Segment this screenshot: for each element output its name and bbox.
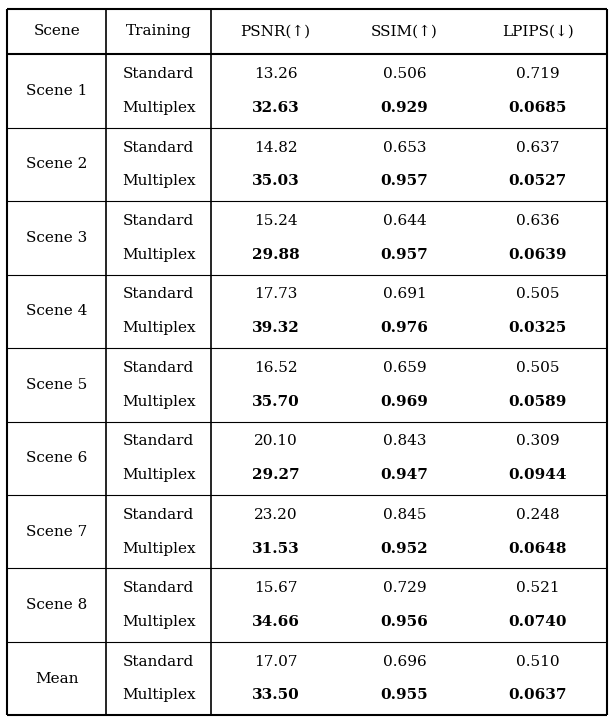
- Text: Standard: Standard: [123, 67, 194, 81]
- Text: 0.955: 0.955: [381, 689, 428, 702]
- Text: 0.510: 0.510: [516, 654, 559, 669]
- Text: Standard: Standard: [123, 581, 194, 595]
- Text: 0.696: 0.696: [383, 654, 426, 669]
- Text: 0.637: 0.637: [516, 140, 559, 155]
- Text: 39.32: 39.32: [252, 321, 300, 335]
- Text: 35.70: 35.70: [252, 395, 300, 409]
- Text: 0.0648: 0.0648: [508, 542, 567, 555]
- Text: 0.969: 0.969: [381, 395, 429, 409]
- Text: 29.27: 29.27: [252, 468, 300, 482]
- Text: 33.50: 33.50: [252, 689, 300, 702]
- Text: 29.88: 29.88: [252, 248, 300, 262]
- Text: 0.644: 0.644: [383, 214, 426, 228]
- Text: 0.0639: 0.0639: [508, 248, 567, 262]
- Text: 0.0637: 0.0637: [508, 689, 567, 702]
- Text: 0.309: 0.309: [516, 434, 559, 448]
- Text: Scene 3: Scene 3: [26, 231, 87, 245]
- Text: LPIPS(↓): LPIPS(↓): [502, 25, 573, 38]
- Text: Scene 2: Scene 2: [26, 157, 87, 172]
- Text: 0.729: 0.729: [383, 581, 426, 595]
- Text: 0.0325: 0.0325: [508, 321, 567, 335]
- Text: 0.659: 0.659: [383, 361, 426, 375]
- Text: Standard: Standard: [123, 287, 194, 301]
- Text: Standard: Standard: [123, 654, 194, 669]
- Text: 14.82: 14.82: [254, 140, 297, 155]
- Text: 20.10: 20.10: [254, 434, 297, 448]
- Text: 0.956: 0.956: [381, 615, 428, 629]
- Text: 0.947: 0.947: [381, 468, 429, 482]
- Text: 0.0589: 0.0589: [508, 395, 567, 409]
- Text: 13.26: 13.26: [254, 67, 297, 81]
- Text: 0.957: 0.957: [381, 174, 428, 188]
- Text: 0.845: 0.845: [383, 508, 426, 522]
- Text: Scene 5: Scene 5: [26, 378, 87, 392]
- Text: 15.24: 15.24: [254, 214, 297, 228]
- Text: Mean: Mean: [35, 672, 79, 686]
- Text: 0.0740: 0.0740: [508, 615, 567, 629]
- Text: 0.976: 0.976: [381, 321, 429, 335]
- Text: 17.73: 17.73: [254, 287, 297, 301]
- Text: Multiplex: Multiplex: [122, 395, 195, 409]
- Text: 0.957: 0.957: [381, 248, 428, 262]
- Text: Standard: Standard: [123, 361, 194, 375]
- Text: Scene 1: Scene 1: [26, 84, 87, 98]
- Text: 0.952: 0.952: [381, 542, 428, 555]
- Text: Scene 4: Scene 4: [26, 304, 87, 319]
- Text: 0.653: 0.653: [383, 140, 426, 155]
- Text: Scene 7: Scene 7: [26, 525, 87, 539]
- Text: Multiplex: Multiplex: [122, 248, 195, 262]
- Text: 23.20: 23.20: [254, 508, 297, 522]
- Text: 0.506: 0.506: [383, 67, 426, 81]
- Text: 16.52: 16.52: [254, 361, 297, 375]
- Text: 15.67: 15.67: [254, 581, 297, 595]
- Text: 0.0944: 0.0944: [508, 468, 567, 482]
- Text: Standard: Standard: [123, 214, 194, 228]
- Text: Multiplex: Multiplex: [122, 101, 195, 115]
- Text: 0.843: 0.843: [383, 434, 426, 448]
- Text: 0.248: 0.248: [516, 508, 559, 522]
- Text: 0.719: 0.719: [516, 67, 559, 81]
- Text: Standard: Standard: [123, 140, 194, 155]
- Text: Scene: Scene: [33, 25, 80, 38]
- Text: 0.505: 0.505: [516, 361, 559, 375]
- Text: SSIM(↑): SSIM(↑): [371, 25, 438, 38]
- Text: Multiplex: Multiplex: [122, 321, 195, 335]
- Text: 0.691: 0.691: [383, 287, 426, 301]
- Text: 0.0527: 0.0527: [508, 174, 567, 188]
- Text: 0.505: 0.505: [516, 287, 559, 301]
- Text: PSNR(↑): PSNR(↑): [241, 25, 311, 38]
- Text: Multiplex: Multiplex: [122, 689, 195, 702]
- Text: Scene 6: Scene 6: [26, 451, 87, 466]
- Text: 0.929: 0.929: [381, 101, 428, 115]
- Text: Training: Training: [126, 25, 192, 38]
- Text: Standard: Standard: [123, 434, 194, 448]
- Text: 35.03: 35.03: [252, 174, 300, 188]
- Text: 34.66: 34.66: [252, 615, 300, 629]
- Text: 0.521: 0.521: [516, 581, 559, 595]
- Text: Multiplex: Multiplex: [122, 468, 195, 482]
- Text: Scene 8: Scene 8: [26, 598, 87, 613]
- Text: 31.53: 31.53: [252, 542, 300, 555]
- Text: 0.0685: 0.0685: [508, 101, 567, 115]
- Text: 32.63: 32.63: [252, 101, 300, 115]
- Text: Multiplex: Multiplex: [122, 615, 195, 629]
- Text: Multiplex: Multiplex: [122, 542, 195, 555]
- Text: Multiplex: Multiplex: [122, 174, 195, 188]
- Text: 17.07: 17.07: [254, 654, 297, 669]
- Text: Standard: Standard: [123, 508, 194, 522]
- Text: 0.636: 0.636: [516, 214, 559, 228]
